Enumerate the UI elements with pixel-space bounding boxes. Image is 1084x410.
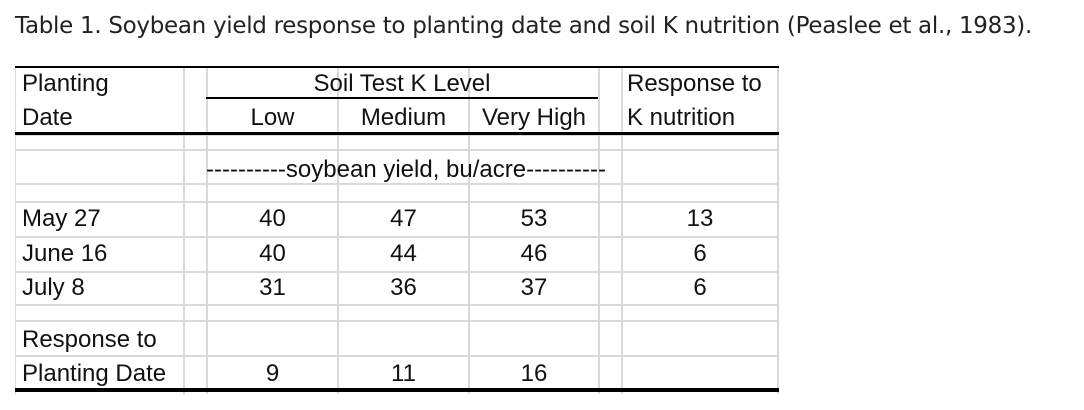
header-response-line2: K nutrition <box>627 104 736 131</box>
grid-line <box>15 201 779 203</box>
header-response-line1: Response to <box>627 70 762 97</box>
row-response: 6 <box>693 274 707 301</box>
grid-line <box>15 149 779 151</box>
footer-label-line1: Response to <box>22 326 157 353</box>
grid-line <box>621 66 623 394</box>
row-low: 40 <box>259 240 286 267</box>
grid-line <box>15 236 779 238</box>
row-very-high: 46 <box>520 240 548 267</box>
header-planting-line1: Planting <box>22 70 109 97</box>
header-soil-test-k-level: Soil Test K Level <box>313 70 491 97</box>
grid-line <box>598 66 600 394</box>
header-rule <box>15 132 779 135</box>
row-medium: 47 <box>390 205 417 232</box>
row-medium: 36 <box>390 274 417 301</box>
header-col-low: Low <box>250 104 295 131</box>
footer-very-high: 16 <box>520 360 548 387</box>
header-col-medium: Medium <box>360 104 447 131</box>
grid-line <box>206 66 208 394</box>
row-response: 13 <box>686 205 714 232</box>
row-very-high: 53 <box>520 205 548 232</box>
group-underline <box>206 97 598 99</box>
row-date: July 8 <box>22 274 85 301</box>
grid-line <box>15 355 779 357</box>
grid-line <box>15 183 779 185</box>
grid-line <box>183 66 185 394</box>
footer-low: 9 <box>265 360 280 387</box>
row-date: May 27 <box>22 205 101 232</box>
footer-medium: 11 <box>391 360 416 387</box>
grid-line <box>15 304 779 306</box>
units-row: ----------soybean yield, bu/acre--------… <box>206 156 606 183</box>
footer-label-line2: Planting Date <box>22 360 167 387</box>
row-response: 6 <box>693 240 707 267</box>
grid-line <box>15 320 779 322</box>
table-caption: Table 1. Soybean yield response to plant… <box>15 13 1032 39</box>
bottom-rule <box>15 388 779 392</box>
grid-line <box>337 66 339 394</box>
grid-line <box>468 66 470 394</box>
row-low: 40 <box>259 205 286 232</box>
row-date: June 16 <box>22 240 108 267</box>
header-col-very-high: Very High <box>481 104 587 131</box>
grid-line <box>15 66 16 394</box>
grid-line <box>777 66 779 394</box>
row-medium: 44 <box>390 240 417 267</box>
yield-table: Planting Date Soil Test K Level Low Medi… <box>15 66 779 394</box>
row-very-high: 37 <box>520 274 548 301</box>
header-planting-line2: Date <box>22 104 73 131</box>
grid-line <box>15 271 779 273</box>
row-low: 31 <box>259 274 286 301</box>
grid-line <box>15 134 779 136</box>
top-rule <box>15 66 779 68</box>
